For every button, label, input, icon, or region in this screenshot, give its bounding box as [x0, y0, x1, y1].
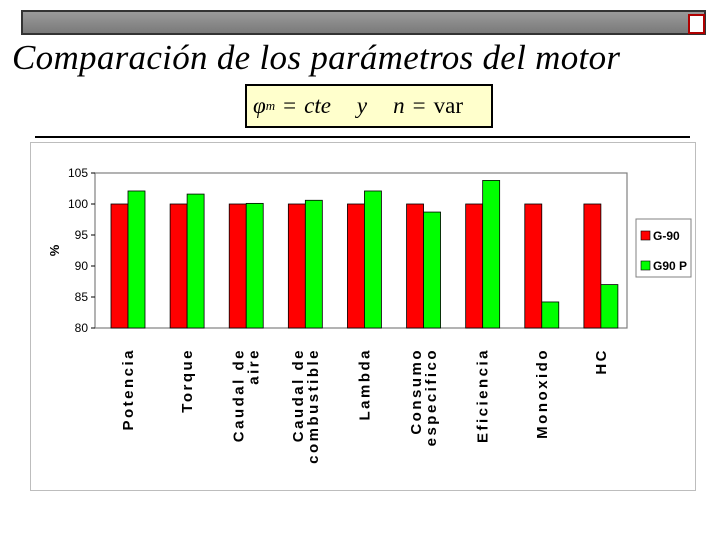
formula-var: var: [433, 93, 463, 118]
bar-g90p: [186, 193, 205, 329]
bar-g90: [347, 203, 365, 329]
y-tick-label: 95: [75, 228, 89, 242]
legend-swatch-g90p: [640, 260, 651, 271]
formula-cte: cte: [304, 93, 331, 118]
bar-g90: [110, 203, 129, 329]
y-tick-label: 90: [75, 259, 89, 273]
bar-g90: [524, 203, 543, 329]
x-category-label: Torque: [179, 348, 196, 413]
slide-title: Comparación de los parámetros del motor: [12, 38, 621, 77]
formula-phi-subscript: m: [265, 98, 276, 113]
bar-g90: [169, 203, 188, 329]
x-category-label: aire: [246, 348, 263, 385]
slide-top-bar: [21, 10, 706, 35]
x-category-label: Eficiencia: [475, 348, 492, 443]
bar-g90: [583, 203, 602, 329]
x-category-label: HC: [593, 348, 610, 375]
bar-g90p: [127, 190, 146, 329]
bar-g90p: [482, 180, 501, 329]
legend-label-g90: G-90: [653, 229, 680, 243]
bar-g90p: [364, 190, 382, 329]
x-category-label: Monoxido: [534, 348, 551, 439]
x-category-label: Caudal de: [290, 348, 307, 442]
formula-equals-2: =: [412, 93, 426, 118]
y-tick-label: 100: [68, 197, 88, 211]
y-tick-label: 80: [75, 321, 89, 335]
legend-swatch-g90: [640, 230, 651, 241]
x-category-label: Caudal de: [231, 348, 248, 442]
slide-corner-square: [688, 14, 705, 34]
bar-g90: [228, 203, 247, 329]
x-category-label: especifico: [423, 348, 440, 446]
bar-g90: [465, 203, 484, 329]
formula-n: n: [393, 93, 405, 118]
legend-label-g90p: G90 P: [653, 259, 687, 273]
x-category-label: Consumo: [408, 348, 425, 435]
x-category-label: combustible: [305, 348, 322, 464]
bar-g90p: [541, 301, 560, 329]
y-axis-label: %: [47, 244, 62, 256]
y-tick-label: 85: [75, 290, 89, 304]
bar-g90: [406, 203, 424, 329]
x-category-label: Lambda: [356, 348, 373, 421]
title-divider: [35, 136, 690, 138]
bar-g90p: [304, 199, 323, 329]
formula-phi: φ: [253, 93, 266, 118]
bar-g90p: [423, 211, 441, 329]
bar-g90: [287, 203, 306, 329]
bar-g90p: [245, 202, 264, 329]
chart-frame: 80 85 90 95 100 105% Potencia Torque Caudal de ai…: [30, 142, 696, 491]
y-tick-label: 105: [68, 166, 88, 180]
x-category-label: Potencia: [120, 348, 137, 431]
bar-g90p: [600, 284, 619, 329]
formula-equals-1: =: [283, 93, 297, 118]
formula-y: y: [356, 93, 368, 118]
